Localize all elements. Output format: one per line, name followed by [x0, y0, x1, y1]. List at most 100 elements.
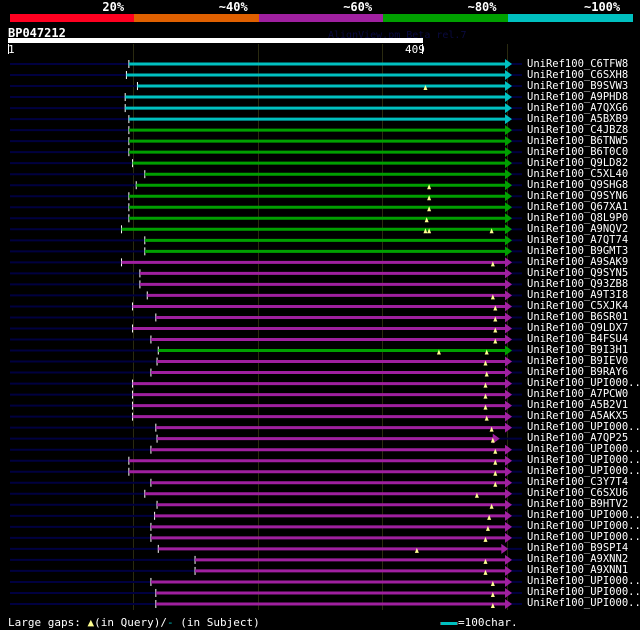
hit-row[interactable] [10, 92, 522, 103]
hit-row[interactable] [10, 598, 522, 609]
hit-label[interactable]: UniRef100_Q9SYN5 [527, 266, 629, 279]
hit-label[interactable]: UniRef100_C6TFW8 [527, 57, 629, 70]
hit-label[interactable]: UniRef100_C5XL40 [527, 167, 629, 180]
hit-label[interactable]: UniRef100_UPI000.. [527, 377, 640, 390]
hit-row[interactable] [10, 169, 522, 180]
hit-label[interactable]: UniRef100_B9HTV2 [527, 498, 629, 511]
hit-label[interactable]: UniRef100_Q9SHG8 [527, 178, 629, 191]
hit-label[interactable]: UniRef100_Q67XA1 [527, 200, 629, 213]
hit-label[interactable]: UniRef100_A7QT74 [527, 233, 629, 246]
hit-row[interactable] [10, 433, 522, 444]
hit-label[interactable]: UniRef100_B9I3H1 [527, 344, 629, 357]
hit-label[interactable]: UniRef100_Q8L9P0 [527, 211, 629, 224]
hit-row[interactable] [10, 180, 522, 191]
hit-label[interactable]: UniRef100_A7QXG6 [527, 101, 629, 114]
hit-label[interactable]: UniRef100_UPI000.. [527, 575, 640, 588]
hit-row[interactable] [10, 279, 522, 290]
hit-row[interactable] [10, 554, 522, 565]
hit-label[interactable]: UniRef100_B6T0C0 [527, 145, 629, 158]
hit-label[interactable]: UniRef100_B6SR01 [527, 310, 629, 323]
hit-row[interactable] [10, 103, 522, 114]
hit-row[interactable] [10, 510, 522, 521]
hit-row[interactable] [10, 356, 522, 367]
hit-row[interactable] [10, 114, 522, 125]
hit-label[interactable]: UniRef100_B6TNW5 [527, 134, 629, 147]
hit-row[interactable] [10, 191, 522, 202]
hit-row[interactable] [10, 323, 522, 334]
hit-label[interactable]: UniRef100_A5B2V1 [527, 399, 629, 412]
hit-label[interactable]: UniRef100_UPI000.. [527, 509, 640, 522]
hit-row[interactable] [10, 367, 522, 378]
hit-label[interactable]: UniRef100_A9XNN2 [527, 553, 629, 566]
hit-row[interactable] [10, 125, 522, 136]
hit-row[interactable] [10, 532, 522, 543]
hit-label[interactable]: UniRef100_A9NQV2 [527, 222, 629, 235]
hit-label[interactable]: UniRef100_UPI000.. [527, 586, 640, 599]
hit-label[interactable]: UniRef100_A7QP25 [527, 432, 629, 445]
hit-row[interactable] [10, 70, 522, 81]
hit-label[interactable]: UniRef100_Q93ZB8 [527, 277, 629, 290]
hit-label[interactable]: UniRef100_B9SVW3 [527, 79, 629, 92]
hit-label[interactable]: UniRef100_Q9LD82 [527, 156, 629, 169]
hit-row[interactable] [10, 576, 522, 587]
hit-row[interactable] [10, 565, 522, 576]
hit-label[interactable]: UniRef100_B9RAY6 [527, 366, 629, 379]
hit-row[interactable] [10, 268, 522, 279]
hit-label[interactable]: UniRef100_UPI000.. [527, 421, 640, 434]
hit-row[interactable] [10, 312, 522, 323]
hit-row[interactable] [10, 521, 522, 532]
hit-row[interactable] [10, 499, 522, 510]
hit-label[interactable]: UniRef100_C5XJK4 [527, 299, 629, 312]
hit-label[interactable]: UniRef100_C6SXU6 [527, 487, 629, 500]
hit-label[interactable]: UniRef100_A9XNN1 [527, 564, 629, 577]
hit-label[interactable]: UniRef100_B4FSU4 [527, 333, 629, 345]
hit-row[interactable] [10, 158, 522, 169]
hit-row[interactable] [10, 466, 522, 477]
hit-label[interactable]: UniRef100_Q9LDX7 [527, 321, 629, 334]
hit-label[interactable]: UniRef100_C3Y7T4 [527, 476, 629, 489]
hit-label[interactable]: UniRef100_UPI000.. [527, 443, 640, 456]
hit-row[interactable] [10, 301, 522, 312]
hit-label[interactable]: UniRef100_B9IEV0 [527, 355, 629, 368]
hit-row[interactable] [10, 543, 522, 554]
hit-label[interactable]: UniRef100_B9SPI4 [527, 542, 629, 555]
hit-row[interactable] [10, 257, 522, 268]
hit-label[interactable]: UniRef100_A5AKX5 [527, 410, 629, 423]
hit-row[interactable] [10, 587, 522, 598]
hit-label[interactable]: UniRef100_Q9SYN6 [527, 189, 629, 202]
hit-row[interactable] [10, 334, 522, 345]
hit-label[interactable]: UniRef100_A7PCW0 [527, 388, 629, 401]
hit-label[interactable]: UniRef100_UPI000.. [527, 465, 640, 478]
hit-row[interactable] [10, 400, 522, 411]
hit-label[interactable]: UniRef100_UPI000.. [527, 531, 640, 544]
hit-row[interactable] [10, 59, 522, 69]
hit-row[interactable] [10, 389, 522, 400]
hit-row[interactable] [10, 81, 522, 92]
hit-row[interactable] [10, 147, 522, 158]
hit-row[interactable] [10, 290, 522, 301]
hit-row[interactable] [10, 235, 522, 246]
hit-row[interactable] [10, 224, 522, 235]
hit-label[interactable]: UniRef100_C4JBZ8 [527, 123, 629, 136]
hit-label[interactable]: UniRef100_UPI000.. [527, 454, 640, 467]
hit-row[interactable] [10, 213, 522, 224]
hit-label[interactable]: UniRef100_A9PHD8 [527, 90, 629, 103]
hit-label[interactable]: UniRef100_A5BXB9 [527, 112, 629, 125]
hit-row[interactable] [10, 345, 522, 356]
hit-row[interactable] [10, 136, 522, 147]
hit-row[interactable] [10, 477, 522, 488]
hit-label[interactable]: UniRef100_A9T3I8 [527, 288, 629, 301]
hit-label[interactable]: UniRef100_C6SXH8 [527, 68, 629, 81]
hit-row[interactable] [10, 444, 522, 455]
hit-row[interactable] [10, 488, 522, 499]
hit-row[interactable] [10, 246, 522, 257]
hit-label[interactable]: UniRef100_UPI000.. [527, 597, 640, 610]
hit-row[interactable] [10, 411, 522, 422]
hit-row[interactable] [10, 455, 522, 466]
hit-row[interactable] [10, 202, 522, 213]
hit-row[interactable] [10, 378, 522, 389]
hit-label[interactable]: UniRef100_UPI000.. [527, 520, 640, 533]
hit-label[interactable]: UniRef100_B9GMT3 [527, 244, 629, 257]
hit-row[interactable] [10, 422, 522, 433]
hit-label[interactable]: UniRef100_A9SAK9 [527, 255, 629, 268]
